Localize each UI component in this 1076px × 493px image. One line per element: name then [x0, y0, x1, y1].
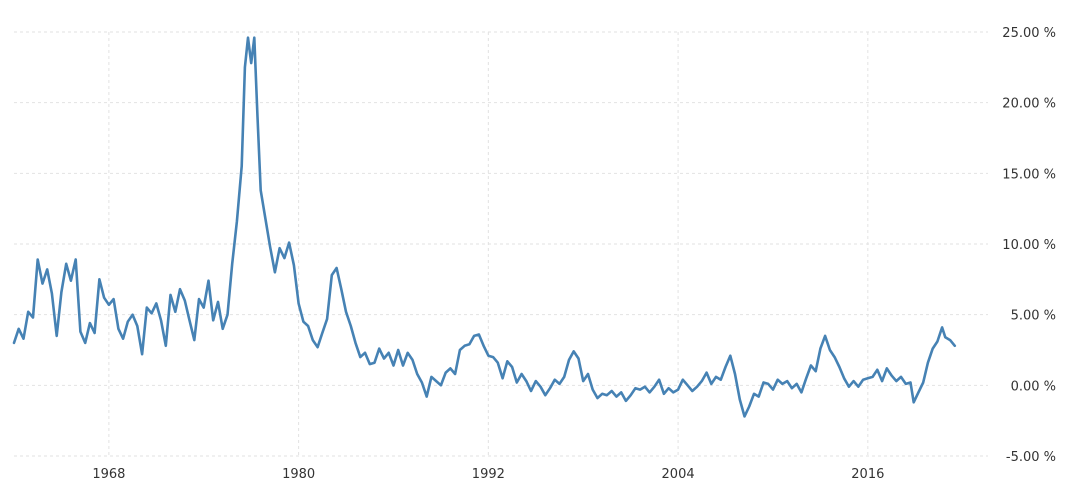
y-tick-label: 20.00 %	[1002, 97, 1056, 112]
y-tick-label: 25.00 %	[1002, 26, 1056, 41]
y-tick-label: 0.00 %	[1011, 379, 1056, 394]
x-tick-label: 2004	[662, 467, 695, 482]
grid	[14, 31, 988, 457]
series-lines	[12, 36, 957, 418]
y-tick-label: 10.00 %	[1002, 238, 1056, 253]
y-tick-label: 15.00 %	[1002, 167, 1056, 182]
y-tick-label: 5.00 %	[1011, 309, 1056, 324]
x-tick-label: 2016	[851, 467, 884, 482]
y-tick-label: -5.00 %	[1006, 450, 1056, 465]
x-axis: 1968 1980 1992 2004 2016	[92, 467, 884, 482]
series-line	[12, 36, 957, 418]
y-axis: 25.00 % 20.00 % 15.00 % 10.00 % 5.00 % 0.00 %…	[1002, 26, 1056, 465]
x-tick-label: 1980	[282, 467, 315, 482]
x-tick-label: 1968	[92, 467, 125, 482]
x-tick-label: 1992	[472, 467, 505, 482]
